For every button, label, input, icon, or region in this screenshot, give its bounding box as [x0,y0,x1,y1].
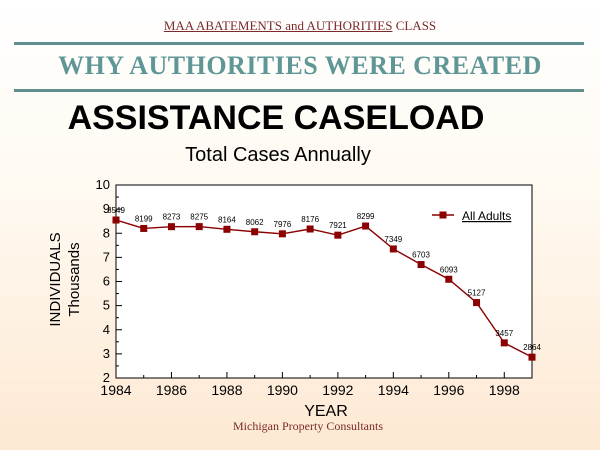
data-label: 8199 [135,214,153,223]
x-axis-title: YEAR [304,403,348,420]
y-tick-label: 3 [103,346,110,361]
data-point [140,224,148,232]
y-axis-title: INDIVIDUALS Thousands [47,232,83,326]
y-axis: 2 3 4 5 6 7 8 9 10 [96,177,122,385]
data-label: 8549 [107,206,125,215]
slide-title: WHY AUTHORITIES WERE CREATED [58,51,542,80]
data-label: 8299 [357,212,375,221]
x-tick-label: 1992 [322,382,353,398]
data-label: 8273 [163,213,181,222]
data-point [223,225,231,233]
data-label: 6703 [412,251,430,260]
chart-subtitle: Total Cases Annually [185,144,371,166]
data-label: 7349 [384,235,402,244]
plot-area [115,184,533,379]
data-point [473,299,481,307]
legend: All Adults [432,209,511,223]
data-point [167,223,175,231]
data-label: 7921 [329,221,347,230]
y-axis-title-line: Thousands [66,242,83,316]
data-point [362,222,370,230]
legend-label: All Adults [462,209,511,223]
data-point [112,216,120,224]
data-point [195,223,203,231]
data-point [528,353,536,361]
x-axis: 1984 1986 1988 1990 1992 1994 1996 1998 [100,372,533,398]
y-tick-label: 7 [103,249,110,264]
legend-marker [439,211,447,219]
y-tick-label: 10 [96,177,110,192]
data-label: 5127 [468,289,486,298]
data-label: 8275 [190,213,208,222]
data-label: 8176 [301,215,319,224]
chart-title: ASSISTANCE CASELOAD [67,99,485,137]
course-header: MAA ABATEMENTS and AUTHORITIES CLASS [0,18,600,34]
y-tick-label: 2 [103,370,110,385]
x-tick-label: 1984 [100,382,131,398]
data-point [389,245,397,253]
footer-credit: Michigan Property Consultants [233,419,383,433]
data-point [306,225,314,233]
y-tick-label: 6 [103,274,110,289]
y-tick-label: 4 [103,322,110,337]
y-tick-label: 5 [103,298,110,313]
data-point [334,231,342,239]
top-divider [14,42,584,45]
y-tick-label: 9 [103,201,110,216]
data-label: 8164 [218,215,236,224]
data-label: 3457 [495,329,513,338]
bottom-divider [14,89,584,92]
data-point [278,230,286,238]
series-all-adults: 8549 8199 8273 8275 8164 8062 7976 8176 7921 8299… [107,206,541,361]
y-axis-title-line: INDIVIDUALS [47,232,64,326]
course-name: MAA ABATEMENTS and AUTHORITIES [163,18,393,33]
x-tick-label: 1994 [378,382,409,398]
x-tick-label: 1990 [267,382,298,398]
course-suffix: CLASS [392,18,437,33]
data-point [500,339,508,347]
data-label: 2864 [523,343,541,352]
x-tick-label: 1988 [211,382,242,398]
x-tick-label: 1996 [433,382,464,398]
series-line [115,219,533,358]
data-point [251,228,259,236]
data-point [417,261,425,269]
data-label: 7976 [274,220,292,229]
x-tick-label: 1986 [156,382,187,398]
data-label: 8062 [246,218,264,227]
data-point [445,275,453,283]
data-label: 6093 [440,265,458,274]
y-tick-label: 8 [103,225,110,240]
x-tick-label: 1998 [489,382,520,398]
